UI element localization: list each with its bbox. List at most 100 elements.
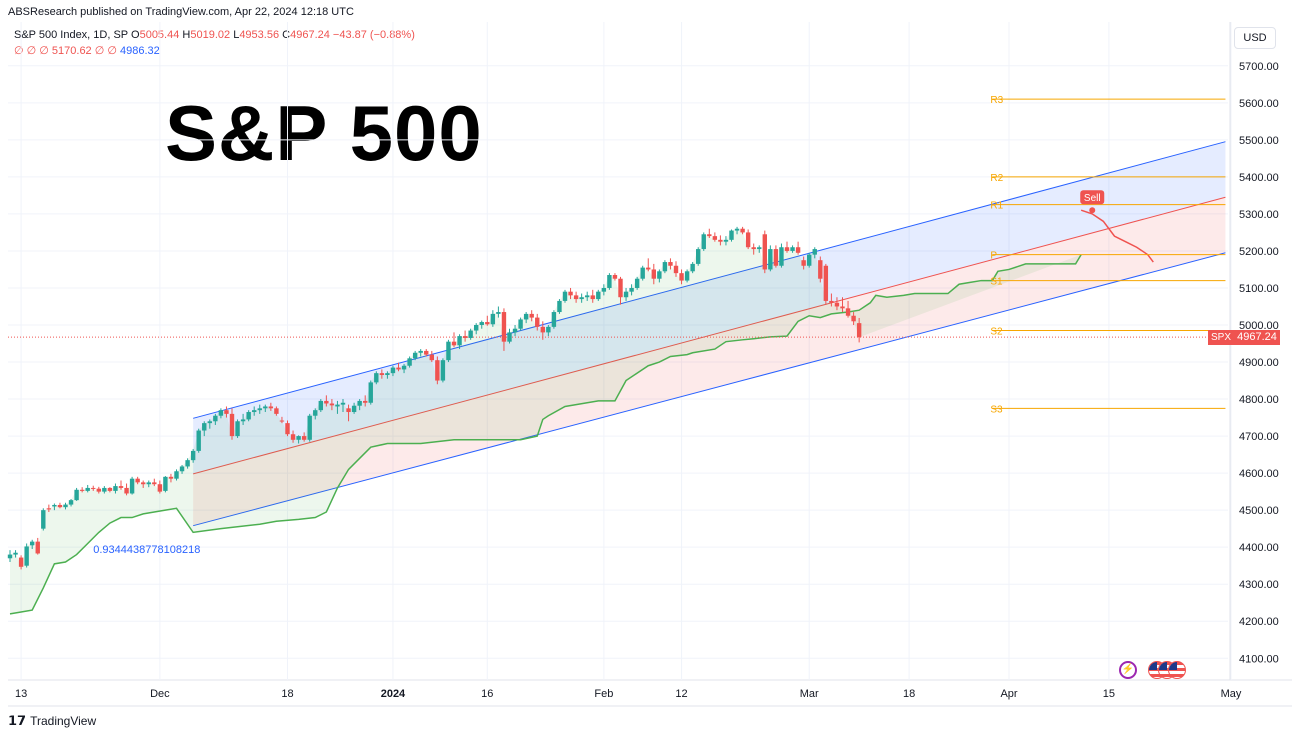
candle (41, 508, 46, 531)
candle (768, 245, 773, 272)
indicator-value-blue: 4986.32 (120, 45, 160, 57)
candle (79, 487, 85, 493)
candle-body (696, 249, 701, 264)
candle-body (435, 360, 440, 381)
candle (340, 399, 346, 413)
change-value: −43.87 (−0.88%) (332, 29, 415, 41)
candle-body (718, 239, 723, 242)
candle-body (396, 367, 401, 370)
candle (557, 299, 562, 314)
candle-body (124, 487, 129, 494)
candle (462, 330, 468, 342)
candle (24, 543, 29, 568)
candle (668, 258, 673, 270)
candle (351, 402, 357, 414)
candle-body (790, 247, 795, 251)
candle (790, 245, 795, 253)
candle (235, 419, 240, 438)
time-tick-label: Apr (1000, 688, 1017, 700)
candle (368, 380, 373, 405)
candle-body (196, 430, 201, 451)
candle (163, 476, 168, 493)
candle-body (146, 482, 151, 485)
candle-body (374, 373, 379, 383)
candle (274, 406, 279, 416)
candle-body (712, 236, 718, 240)
candle (124, 483, 129, 496)
candle (734, 226, 740, 235)
candle (424, 349, 429, 357)
price-tick-label: 4700.00 (1239, 431, 1279, 443)
candle (96, 486, 101, 494)
candle (285, 420, 290, 437)
candle (329, 399, 335, 411)
candle-body (424, 350, 429, 355)
candle (7, 550, 13, 562)
low-label: L (233, 29, 240, 41)
candle-body (646, 267, 651, 270)
candle-body (63, 504, 68, 508)
price-tick-label: 5300.00 (1239, 209, 1279, 221)
candle (374, 371, 379, 385)
candle-body (740, 228, 745, 233)
time-tick-label: 13 (15, 688, 27, 700)
price-tick-label: 4300.00 (1239, 579, 1279, 591)
candle-body (168, 476, 174, 479)
candle-body (662, 262, 668, 272)
symbol-name[interactable]: S&P 500 Index, 1D, SP (14, 29, 128, 41)
candle-body (85, 487, 90, 491)
candle-body (118, 486, 124, 488)
candle (551, 310, 557, 329)
candle-body (13, 552, 18, 555)
sell-signal-box (1080, 190, 1105, 205)
candle-body (501, 312, 507, 342)
close-value: 4967.24 (290, 29, 330, 41)
candle (751, 243, 756, 255)
channel-mid-line (193, 196, 1226, 475)
supertrend-down-line (1080, 209, 1154, 263)
candle-body (601, 287, 607, 292)
candle (712, 232, 718, 242)
candle (224, 406, 229, 418)
candle-body (52, 504, 57, 507)
candle (596, 289, 601, 301)
candle (501, 308, 507, 351)
candle-body (41, 510, 46, 529)
candle (851, 312, 856, 325)
candle-body (634, 278, 640, 288)
currency-button[interactable]: USD (1234, 27, 1276, 49)
publisher-line: ABSResearch published on TradingView.com… (8, 6, 354, 18)
tradingview-logo-icon: 𝟭𝟳 (8, 713, 27, 728)
candle-body (551, 312, 557, 327)
price-tick-label: 5000.00 (1239, 320, 1279, 332)
candle (496, 306, 501, 318)
us-flag-icon[interactable] (1168, 661, 1186, 679)
candle-body (612, 275, 618, 279)
candle (834, 297, 840, 311)
candle-body (174, 471, 179, 479)
candle (252, 406, 257, 416)
time-tick-label: 2024 (381, 688, 406, 700)
candle-body (68, 500, 74, 505)
candle (52, 503, 57, 511)
candle (535, 313, 540, 331)
candle (618, 276, 623, 305)
candle-body (329, 403, 335, 406)
candle-body (496, 312, 501, 314)
candle (213, 413, 218, 425)
candle (418, 349, 423, 357)
candle (102, 486, 107, 494)
price-tick-label: 5500.00 (1239, 135, 1279, 147)
candle (651, 263, 656, 285)
candle-body (224, 410, 229, 414)
candle-body (640, 267, 645, 279)
time-tick-label: 18 (903, 688, 915, 700)
candle-body (152, 482, 157, 485)
candle-body (357, 400, 362, 406)
candle (640, 265, 645, 281)
candle (179, 464, 185, 474)
lightning-icon[interactable]: ⚡ (1119, 661, 1137, 679)
candle (357, 399, 362, 411)
candle (407, 356, 412, 368)
